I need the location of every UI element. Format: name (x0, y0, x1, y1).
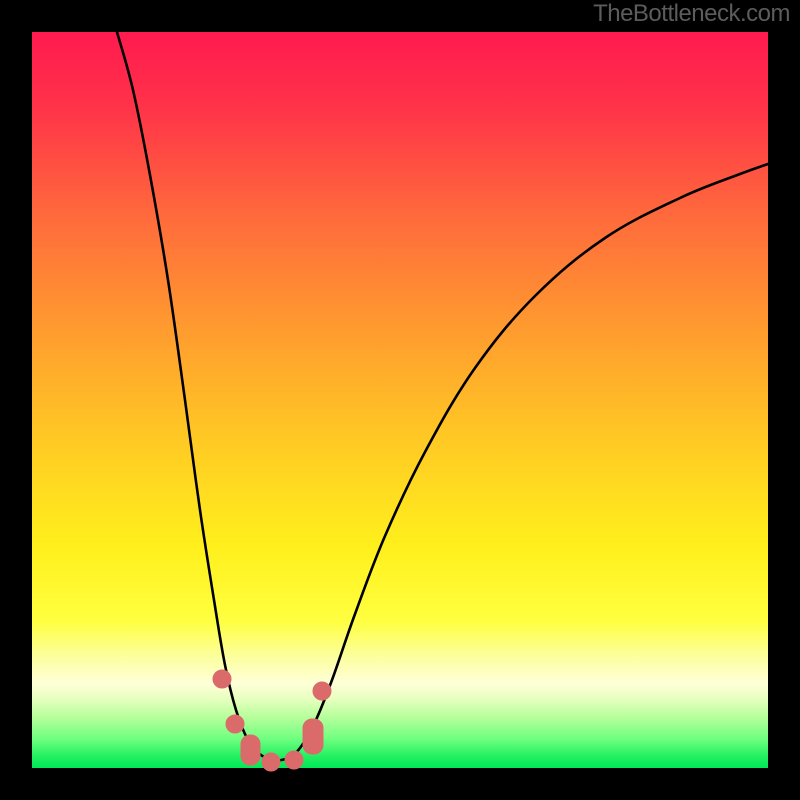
marker-2 (241, 735, 260, 765)
marker-1 (226, 715, 244, 733)
marker-3 (262, 753, 280, 771)
marker-6 (313, 682, 331, 700)
marker-0 (213, 670, 231, 688)
chart-plot-area (32, 32, 768, 768)
marker-4 (285, 751, 303, 769)
marker-5 (303, 719, 323, 754)
chart-container: TheBottleneck.com (0, 0, 800, 800)
bottleneck-chart (0, 0, 800, 800)
